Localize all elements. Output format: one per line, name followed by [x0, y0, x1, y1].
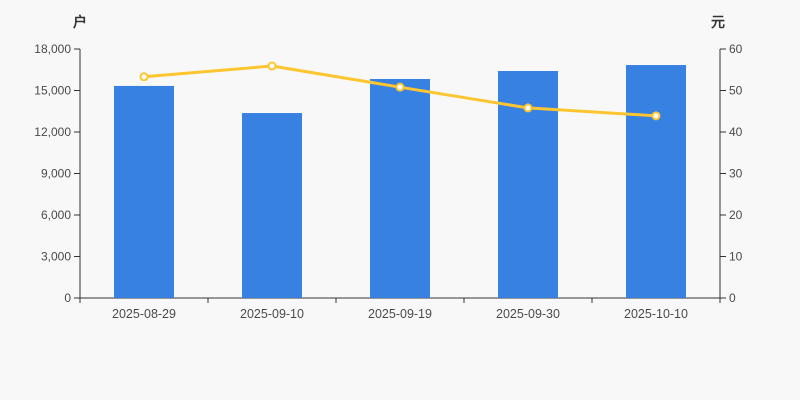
- right-axis-tick-label: 60: [729, 42, 743, 56]
- right-axis-tick-label: 50: [729, 84, 743, 98]
- right-axis-tick-label: 10: [729, 250, 743, 264]
- line-point-2025-09-30[interactable]: [523, 103, 533, 113]
- left-axis-tick-label: 0: [64, 291, 71, 305]
- left-axis-tick-label: 12,000: [34, 125, 71, 139]
- bar-2025-09-10[interactable]: [242, 113, 302, 298]
- x-axis-category-label: 2025-08-29: [112, 307, 176, 321]
- bar-2025-09-19[interactable]: [370, 79, 430, 298]
- left-axis-tick-label: 15,000: [34, 84, 71, 98]
- right-axis-tick-label: 0: [729, 291, 736, 305]
- line-point-2025-10-10[interactable]: [651, 111, 661, 121]
- x-axis-category-label: 2025-09-10: [240, 307, 304, 321]
- x-axis-category-label: 2025-10-10: [624, 307, 688, 321]
- line-point-2025-08-29[interactable]: [139, 72, 149, 82]
- left-axis-tick-label: 18,000: [34, 42, 71, 56]
- right-axis-unit-label: 元: [711, 14, 725, 30]
- bar-2025-08-29[interactable]: [114, 85, 174, 298]
- x-axis-category-label: 2025-09-19: [368, 307, 432, 321]
- line-point-2025-09-19[interactable]: [395, 82, 405, 92]
- left-axis-unit-label: 户: [73, 14, 87, 30]
- left-axis-tick-label: 9,000: [41, 167, 71, 181]
- left-axis-tick-label: 6,000: [41, 208, 71, 222]
- right-axis-tick-label: 40: [729, 125, 743, 139]
- bar-2025-10-10[interactable]: [626, 65, 686, 299]
- right-axis-tick-label: 30: [729, 167, 743, 181]
- right-axis-tick-label: 20: [729, 208, 743, 222]
- line-point-2025-09-10[interactable]: [267, 61, 277, 71]
- x-axis-category-label: 2025-09-30: [496, 307, 560, 321]
- left-axis-tick-label: 3,000: [41, 250, 71, 264]
